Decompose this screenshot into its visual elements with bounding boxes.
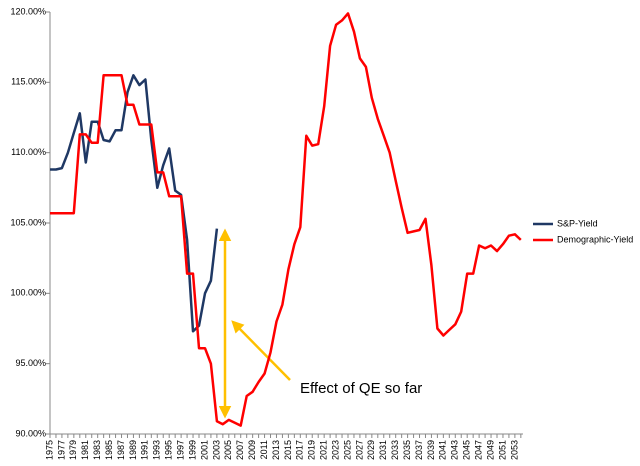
- x-tick-label: 2031: [378, 440, 388, 460]
- x-tick-label: 2017: [295, 440, 305, 460]
- x-tick-label: 1981: [80, 440, 90, 460]
- series-line: [50, 74, 219, 333]
- x-tick-label: 2021: [319, 440, 329, 460]
- annotation: Effect of QE so far: [300, 380, 422, 397]
- x-tick-label: 2003: [211, 440, 221, 460]
- y-tick-label: 105.00%: [10, 217, 46, 227]
- x-tick-label: 2015: [283, 440, 293, 460]
- x-tick-label: 2029: [366, 440, 376, 460]
- x-tick-label: 1975: [44, 440, 54, 460]
- x-tick-label: 1999: [187, 440, 197, 460]
- x-tick-label: 2011: [259, 440, 269, 459]
- y-tick-label: 90.00%: [15, 428, 46, 438]
- y-tick-label: 110.00%: [11, 147, 46, 157]
- x-tick-label: 2005: [223, 440, 233, 460]
- x-tick-label: 2051: [497, 440, 507, 460]
- x-tick-label: 2009: [247, 440, 257, 460]
- x-tick-label: 1987: [116, 440, 126, 460]
- x-tick-label: 2049: [485, 440, 495, 460]
- y-tick-label: 95.00%: [15, 358, 46, 368]
- x-tick-label: 2019: [307, 440, 317, 460]
- annotation-arrow: [231, 320, 291, 381]
- x-tick-label: 2035: [402, 440, 412, 460]
- x-tick-label: 2041: [438, 440, 448, 460]
- x-tick-label: 2023: [330, 440, 340, 460]
- x-tick-label: 2001: [199, 440, 209, 460]
- x-tick-label: 2025: [342, 440, 352, 460]
- x-tick-label: 1985: [104, 440, 114, 460]
- y-tick-label: 115.00%: [11, 77, 46, 87]
- x-tick-label: 2053: [509, 440, 519, 460]
- x-tick-label: 2039: [426, 440, 436, 460]
- x-tick-label: 1993: [152, 440, 162, 460]
- x-tick-label: 1995: [164, 440, 174, 460]
- x-tick-label: 1989: [128, 440, 138, 460]
- x-tick-label: 2043: [450, 440, 460, 460]
- x-tick-label: 2013: [271, 440, 281, 460]
- x-tick-label: 1979: [68, 440, 78, 460]
- y-tick-label: 120.00%: [10, 6, 46, 16]
- x-tick-label: 1977: [56, 440, 66, 460]
- x-tick-label: 2045: [462, 440, 472, 460]
- legend-label: Demographic-Yield: [557, 234, 633, 244]
- y-tick-label: 100.00%: [10, 288, 46, 298]
- x-tick-label: 1983: [92, 440, 102, 460]
- series-line: [50, 12, 522, 427]
- x-tick-label: 2047: [473, 440, 483, 460]
- x-tick-label: 2037: [414, 440, 424, 460]
- x-tick-label: 2027: [354, 440, 364, 460]
- x-tick-label: 2033: [390, 440, 400, 460]
- legend-label: S&P-Yield: [557, 218, 598, 228]
- x-tick-label: 1991: [140, 440, 150, 460]
- x-tick-label: 2007: [235, 440, 245, 460]
- x-tick-label: 1997: [175, 440, 185, 460]
